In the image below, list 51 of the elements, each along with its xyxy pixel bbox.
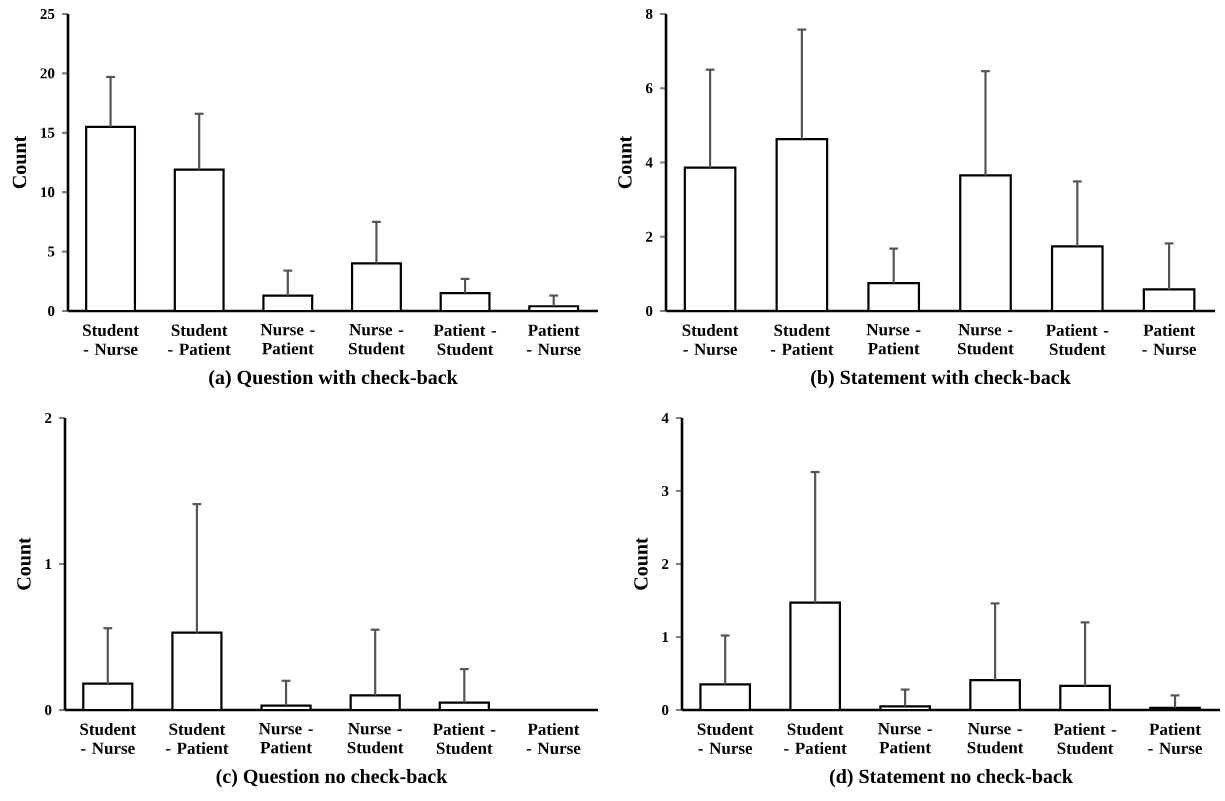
x-tick-label: Patient - Nurse [526, 324, 581, 356]
text: (d) Statement no check-back [829, 769, 1073, 788]
y-tick-label: 10 [41, 187, 55, 198]
y-tick-label: 0 [646, 305, 653, 317]
y-tick-label: 20 [40, 68, 55, 79]
y-tick-label: 1 [662, 632, 669, 642]
y-tick-label: 4 [645, 157, 653, 168]
y-tick-label: 6 [645, 83, 653, 94]
y-tick-label: 2 [45, 413, 52, 423]
y-axis-title: Count [17, 537, 31, 590]
y-tick-label: 1 [45, 559, 52, 569]
y-tick-label: 3 [662, 485, 669, 497]
y-tick-label: 25 [40, 8, 55, 20]
x-tick-label: Nurse - Patient [878, 723, 932, 754]
x-tick-label: Patient - Student [432, 723, 496, 755]
x-tick-label: Nurse - Student [349, 324, 405, 355]
x-tick-label: Nurse - Student [347, 723, 404, 754]
y-tick-label: 8 [645, 8, 653, 20]
text: (a) Question with check-back [209, 370, 458, 389]
y-tick-label: 4 [661, 413, 669, 423]
y-tick-label: 0 [48, 305, 55, 317]
x-tick-label: Nurse - Patient [258, 723, 313, 754]
x-tick-label: Patient - Student [1053, 723, 1117, 755]
x-tick-label: Patient - Nurse [1148, 723, 1202, 755]
y-tick-label: 0 [662, 704, 669, 716]
y-tick-label: 2 [662, 559, 669, 569]
text: (b) Statement with check-back [811, 370, 1071, 389]
x-tick-label: Nurse - Patient [866, 324, 921, 355]
x-tick-label: Student - Patient [165, 723, 229, 754]
x-tick-label: Student - Nurse [80, 723, 137, 755]
x-tick-label: Nurse - Patient [260, 324, 315, 355]
y-tick-label: 5 [48, 246, 55, 257]
x-tick-label: Student - Nurse [697, 723, 754, 755]
y-axis-title: Count [12, 135, 27, 189]
y-tick-label: 0 [45, 704, 52, 716]
y-tick-label: 2 [646, 231, 653, 242]
text: (c) Question no check-back [216, 769, 448, 788]
x-tick-label: Student - Nurse [682, 324, 739, 356]
x-tick-label: Nurse - Student [958, 324, 1014, 355]
x-tick-label: Patient - Nurse [1142, 324, 1197, 356]
y-tick-label: 15 [41, 127, 55, 138]
x-tick-label: Patient - Nurse [526, 723, 581, 755]
x-tick-label: Student - Patient [168, 324, 231, 355]
y-axis-title: Count [634, 537, 648, 590]
x-tick-label: Student - Patient [784, 723, 847, 755]
x-tick-label: Patient - Student [1045, 324, 1109, 356]
x-tick-label: Nurse - Student [967, 723, 1024, 754]
y-axis-title: Count [618, 135, 632, 189]
x-tick-label: Patient - Student [433, 324, 497, 356]
x-tick-label: Student - Patient [770, 324, 834, 355]
x-tick-label: Student - Nurse [83, 324, 139, 356]
